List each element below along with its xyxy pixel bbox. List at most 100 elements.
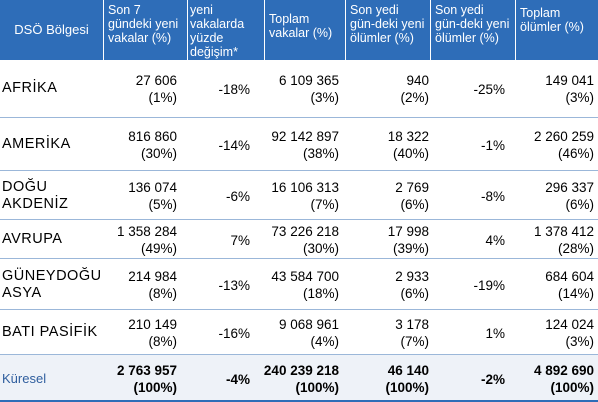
table-row: AVRUPA 1 358 284 (49%) 7% 73 226 218 (30%) 17 … <box>0 220 598 259</box>
new-deaths-value: 2 769 <box>395 179 429 195</box>
new-cases: 816 860 (30%) <box>87 128 177 162</box>
total-deaths-percent: (28%) <box>557 240 594 256</box>
region-name: AVRUPA <box>2 231 62 248</box>
new-cases-value: 816 860 <box>128 128 177 144</box>
total-cases: 9 068 961 (4%) <box>249 316 339 350</box>
total-cases-value: 9 068 961 <box>278 316 339 332</box>
header-death-change: Son yedi gün-deki yeni ölümler (%) <box>435 3 510 45</box>
row-divider <box>0 117 598 118</box>
total-deaths-percent: (6%) <box>565 196 594 212</box>
new-cases: 27 606 (1%) <box>87 72 177 106</box>
new-cases: 2 763 957 (100%) <box>87 362 177 396</box>
total-deaths: 124 024 (3%) <box>504 316 594 350</box>
region-name-line: GÜNEYDOĞU <box>2 267 102 284</box>
region-name: BATI PASİFİK <box>2 324 98 341</box>
case-change: -14% <box>218 137 250 153</box>
total-row: Küresel 2 763 957 (100%) -4% 240 239 218 (100… <box>0 355 598 402</box>
row-divider <box>0 309 598 310</box>
table-row: GÜNEYDOĞU ASYA 214 984 (8%) -13% 43 584 700 (1… <box>0 259 598 310</box>
new-deaths-value: 18 322 <box>387 128 429 144</box>
death-change: 1% <box>485 325 505 341</box>
new-deaths: 2 933 (6%) <box>339 268 429 302</box>
total-cases-percent: (4%) <box>310 333 339 349</box>
region-name-line: ASYA <box>2 284 42 301</box>
header-total-cases: Toplam vakalar (%) <box>269 12 333 40</box>
region-name: Küresel <box>2 370 46 387</box>
row-divider <box>0 219 598 220</box>
new-cases: 136 074 (5%) <box>87 179 177 213</box>
total-cases: 6 109 365 (3%) <box>249 72 339 106</box>
total-cases: 240 239 218 (100%) <box>249 362 339 396</box>
total-deaths-value: 4 892 690 <box>533 362 594 378</box>
region-name-line: AMERİKA <box>2 135 71 152</box>
total-cases: 73 226 218 (30%) <box>249 223 339 257</box>
header-region: DSÖ Bölgesi <box>14 22 89 37</box>
new-cases-percent: (49%) <box>140 240 177 256</box>
total-cases-value: 16 106 313 <box>271 179 339 195</box>
new-deaths: 18 322 (40%) <box>339 128 429 162</box>
header-divider <box>345 0 346 60</box>
total-deaths: 4 892 690 (100%) <box>504 362 594 396</box>
new-cases-percent: (8%) <box>148 285 177 301</box>
table-header: DSÖ Bölgesi Son 7 gündeki yeni vakalar (… <box>0 0 598 60</box>
total-cases-percent: (3%) <box>310 90 339 105</box>
row-divider <box>0 354 598 355</box>
new-cases-value: 27 606 <box>135 73 177 88</box>
new-deaths-percent: (39%) <box>392 240 429 256</box>
new-deaths-percent: (2%) <box>400 90 429 105</box>
header-divider <box>103 0 104 60</box>
death-change: -1% <box>480 137 505 153</box>
table-bottom-border <box>0 400 598 402</box>
new-cases-value: 136 074 <box>128 179 177 195</box>
new-deaths-percent: (100%) <box>385 379 429 395</box>
new-cases-percent: (5%) <box>148 196 177 212</box>
total-deaths: 684 604 (14%) <box>504 268 594 302</box>
header-divider <box>430 0 431 60</box>
new-cases: 210 149 (8%) <box>87 316 177 350</box>
new-cases: 214 984 (8%) <box>87 268 177 302</box>
case-change: -13% <box>218 277 250 293</box>
new-deaths-percent: (40%) <box>392 145 429 161</box>
total-deaths-value: 684 604 <box>545 268 594 284</box>
region-name-line: AVRUPA <box>2 230 63 247</box>
total-cases-percent: (18%) <box>302 285 339 301</box>
new-deaths: 940 (2%) <box>339 72 429 106</box>
death-change: -25% <box>473 82 505 97</box>
region-name: AFRİKA <box>2 80 57 97</box>
total-deaths-value: 149 041 <box>545 73 594 88</box>
table-row: AFRİKA 27 606 (1%) -18% 6 109 365 (3%) 940 (2%)… <box>0 60 598 118</box>
case-change: 7% <box>230 232 250 248</box>
new-deaths-value: 940 <box>406 73 429 88</box>
header-new-deaths: Son yedi gün-deki yeni ölümler (%) <box>350 3 425 45</box>
total-deaths-value: 124 024 <box>545 316 594 332</box>
region-name: AMERİKA <box>2 136 71 153</box>
region-name-line: BATI PASİFİK <box>2 323 98 340</box>
new-deaths: 46 140 (100%) <box>339 362 429 396</box>
table-row: DOĞU AKDENİZ 136 074 (5%) -6% 16 106 313 (7%) 2… <box>0 171 598 220</box>
total-deaths-percent: (46%) <box>557 145 594 161</box>
total-deaths-percent: (100%) <box>550 379 594 395</box>
new-deaths-percent: (6%) <box>400 285 429 301</box>
total-cases-value: 73 226 218 <box>271 223 339 239</box>
total-deaths: 2 260 259 (46%) <box>504 128 594 162</box>
new-deaths: 17 998 (39%) <box>339 223 429 257</box>
region-name-line: AKDENİZ <box>2 195 69 212</box>
header-case-change: yeni vakalarda yüzde değişim* <box>190 3 245 59</box>
row-divider <box>0 258 598 259</box>
new-cases-value: 1 358 284 <box>116 223 177 239</box>
case-change: -16% <box>218 325 250 341</box>
total-deaths: 1 378 412 (28%) <box>504 223 594 257</box>
row-divider <box>0 170 598 171</box>
header-total-deaths: Toplam ölümler (%) <box>520 6 584 34</box>
new-deaths: 2 769 (6%) <box>339 179 429 213</box>
region-name-line: Küresel <box>2 370 47 386</box>
region-name: GÜNEYDOĞU ASYA <box>2 268 102 302</box>
new-deaths-value: 17 998 <box>387 223 429 239</box>
total-cases-value: 92 142 897 <box>271 128 339 144</box>
total-deaths-value: 1 378 412 <box>533 223 594 239</box>
total-cases-percent: (100%) <box>295 379 339 395</box>
total-deaths: 149 041 (3%) <box>504 72 594 106</box>
new-cases-value: 2 763 957 <box>116 362 177 378</box>
region-name: DOĞU AKDENİZ <box>2 179 68 213</box>
